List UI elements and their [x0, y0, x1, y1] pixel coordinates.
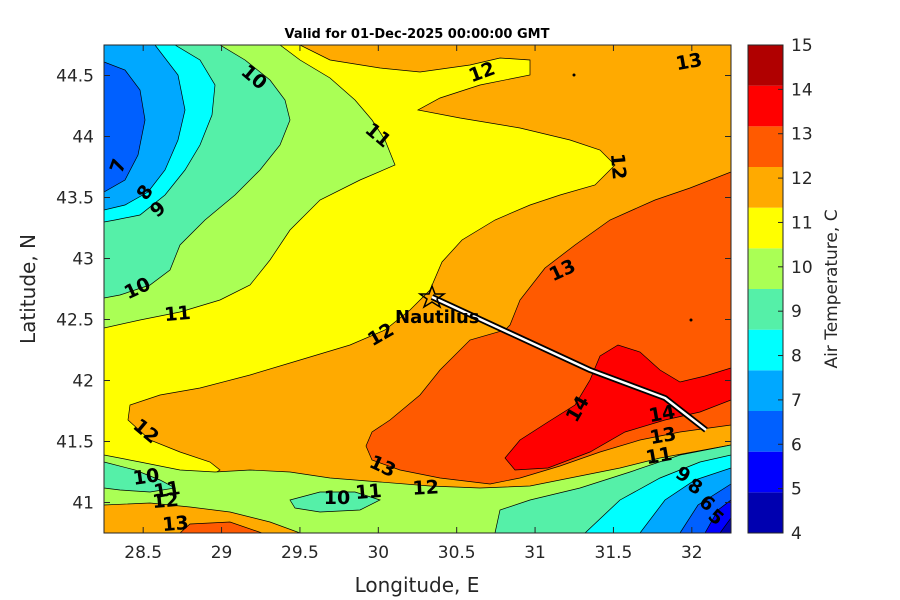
contour-label: 13 — [161, 512, 189, 536]
contour-label: 11 — [152, 477, 182, 503]
colorbar-label: Air Temperature, C — [822, 209, 842, 368]
x-tick-label: 28.5 — [124, 543, 162, 563]
y-axis-label: Latitude, N — [16, 234, 40, 344]
temp-band-9-10-south — [289, 491, 381, 513]
temp-band-5-6-southeast — [704, 499, 731, 533]
colorbar-frame — [747, 44, 784, 534]
temp-band-13-14-southwest — [179, 521, 263, 533]
y-tick-label: 43 — [72, 250, 94, 270]
x-tick-label: 31 — [524, 543, 546, 563]
colorbar-swatch — [748, 126, 783, 167]
temp-band-14-15 — [504, 344, 731, 471]
contour-label: 13 — [648, 423, 678, 449]
map-plot-area: Nautilus 7 8 9 10 10 10 10 11 11 11 11 1… — [104, 45, 731, 536]
colorbar-swatch — [748, 289, 783, 330]
y-tick-label: 41.5 — [56, 433, 94, 453]
contour-label: 12 — [151, 489, 179, 513]
contour-label: 14 — [647, 401, 677, 427]
colorbar-swatch — [748, 85, 783, 127]
temp-band-9-10-southwest — [104, 461, 177, 493]
colorbar-swatch — [748, 167, 783, 208]
x-tick-label: 30.5 — [438, 543, 476, 563]
colorbar-tick-label: 10 — [791, 258, 813, 278]
colorbar-swatch — [748, 329, 783, 371]
colorbar-swatch — [748, 492, 783, 533]
colorbar-tick-label: 6 — [791, 435, 802, 455]
colorbar-swatch — [748, 45, 783, 86]
colorbar-tick-label: 4 — [791, 524, 802, 544]
colorbar-tick-label: 5 — [791, 480, 802, 500]
route-track — [431, 295, 707, 431]
colorbar-tick-label: 14 — [791, 80, 813, 100]
colorbar: 4 5 6 7 8 9 10 11 12 13 14 15 — [747, 36, 813, 544]
y-tick-label: 44 — [72, 128, 94, 148]
contour-label: 11 — [644, 443, 674, 469]
contour-label: 12 — [412, 476, 440, 499]
colorbar-tick-label: 8 — [791, 347, 802, 367]
star-icon — [417, 283, 447, 309]
x-tick-label: 32 — [681, 543, 703, 563]
colorbar-swatch — [748, 451, 783, 493]
colorbar-swatch — [748, 411, 783, 452]
colorbar-tick-label: 9 — [791, 302, 802, 322]
x-tick-label: 29.5 — [281, 543, 319, 563]
colorbar-tick-label: 12 — [791, 169, 813, 189]
contour-speck — [572, 73, 576, 77]
colorbar-tick-label: 15 — [791, 36, 813, 56]
contour-label: 10 — [132, 464, 161, 489]
colorbar-swatch — [748, 370, 783, 411]
colorbar-swatch — [748, 248, 783, 289]
temp-band-12-13-southwest — [104, 502, 301, 533]
colorbar-swatch — [748, 207, 783, 249]
x-axis-ticks: 28.5 29 29.5 30 30.5 31 31.5 32 — [124, 45, 703, 563]
plot-title: Valid for 01-Dec-2025 00:00:00 GMT — [285, 27, 550, 42]
y-axis-ticks: 41 41.5 42 42.5 43 43.5 44 44.5 — [56, 67, 731, 514]
colorbar-tick-label: 11 — [791, 213, 813, 233]
colorbar-tick-label: 7 — [791, 391, 802, 411]
colorbar-tick-label: 13 — [791, 125, 813, 145]
x-tick-label: 29 — [211, 543, 233, 563]
contour-label: 11 — [163, 302, 191, 326]
y-tick-label: 42.5 — [56, 311, 94, 331]
contour-speck — [689, 318, 693, 322]
plot-frame — [103, 44, 732, 534]
y-tick-label: 41 — [72, 494, 94, 514]
contour-label: 12 — [606, 152, 630, 180]
y-tick-label: 42 — [72, 372, 94, 392]
y-tick-label: 44.5 — [56, 67, 94, 87]
contour-label: 11 — [354, 480, 382, 504]
temp-band-6-7 — [104, 61, 146, 193]
y-tick-label: 43.5 — [56, 189, 94, 209]
station-label: Nautilus — [395, 307, 480, 328]
contour-label: 13 — [674, 49, 704, 75]
x-tick-label: 31.5 — [595, 543, 633, 563]
contour-label: 10 — [324, 487, 350, 509]
temp-band-4-5-southeast — [719, 517, 731, 533]
x-axis-label: Longitude, E — [355, 573, 480, 597]
x-tick-label: 30 — [367, 543, 389, 563]
